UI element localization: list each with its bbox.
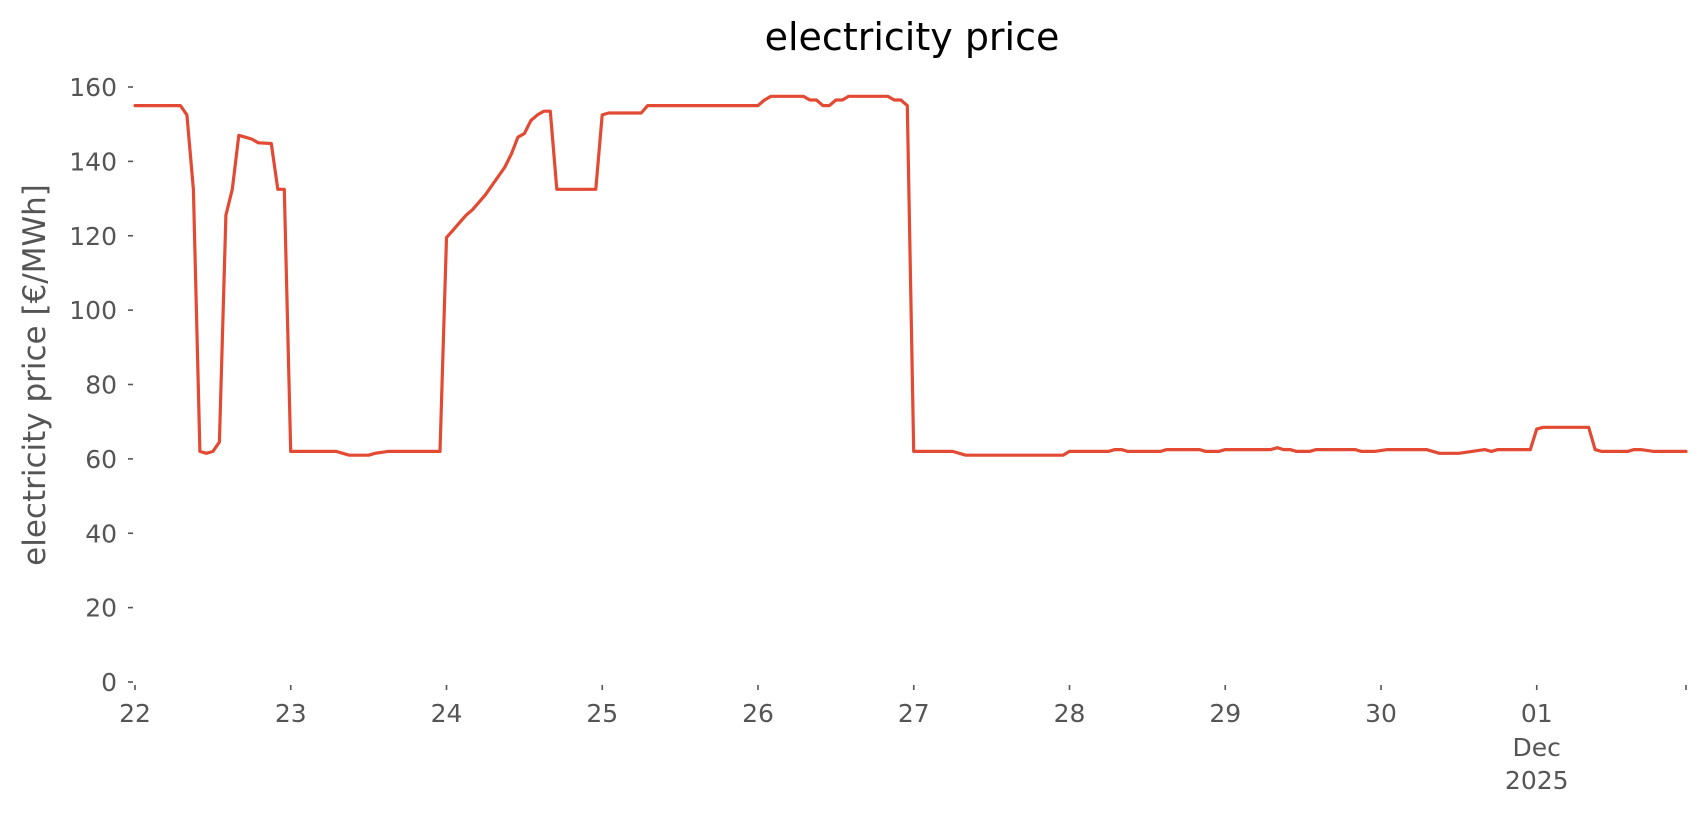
y-tick-label: 120 <box>69 222 117 251</box>
x-tick-label: 28 <box>1054 699 1086 728</box>
x-tick-sublabel: Dec <box>1513 733 1561 762</box>
x-tick-label: 26 <box>742 699 774 728</box>
x-tick-sublabel: 2025 <box>1505 766 1569 795</box>
x-tick-label: 22 <box>119 699 151 728</box>
chart-title: electricity price <box>765 15 1060 59</box>
x-tick-label: 01 <box>1521 699 1553 728</box>
y-tick-label: 140 <box>69 147 117 176</box>
y-tick-label: 20 <box>85 594 117 623</box>
x-tick-label: 23 <box>275 699 307 728</box>
x-tick-label: 29 <box>1209 699 1241 728</box>
y-tick-label: 100 <box>69 296 117 325</box>
x-tick-label: 24 <box>431 699 463 728</box>
y-tick-label: 80 <box>85 371 117 400</box>
y-tick-label: 160 <box>69 73 117 102</box>
y-tick-label: 60 <box>85 445 117 474</box>
y-tick-label: 0 <box>101 668 117 697</box>
price-series-line <box>133 94 1688 457</box>
x-axis: 22 23 24 25 26 27 28 29 30 01 Dec 2025 <box>119 685 1687 795</box>
x-tick-label: 25 <box>586 699 618 728</box>
y-axis-label: electricity price [€/MWh] <box>17 184 53 566</box>
y-tick-label: 40 <box>85 519 117 548</box>
x-tick-label: 27 <box>898 699 930 728</box>
x-tick-label: 30 <box>1365 699 1397 728</box>
y-axis: 0 20 40 60 80 100 120 140 160 <box>69 73 133 697</box>
